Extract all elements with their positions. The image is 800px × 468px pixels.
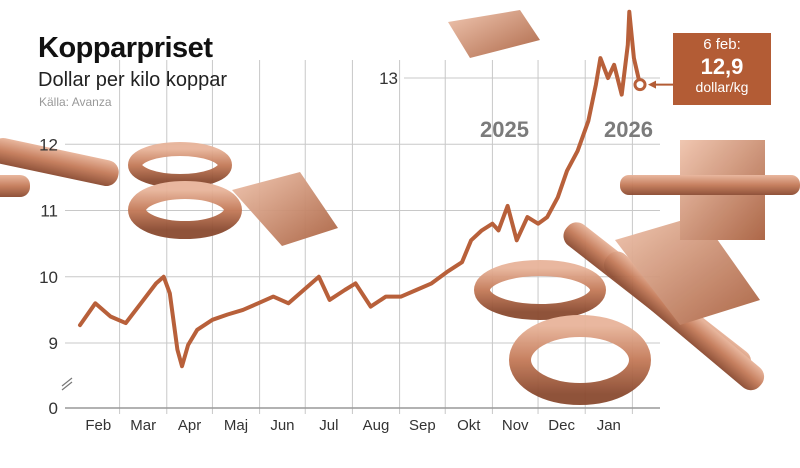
y-tick-label: 11 xyxy=(40,202,58,221)
y-tick-label: 13 xyxy=(379,69,398,88)
x-tick-label: Dec xyxy=(548,417,575,434)
y-tick-label: 9 xyxy=(49,334,58,353)
end-point-marker xyxy=(633,78,647,92)
callout-unit: dollar/kg xyxy=(695,79,749,95)
x-tick-label: Jan xyxy=(597,417,621,434)
x-tick-label: Aug xyxy=(363,417,390,434)
callout-arrow-head xyxy=(648,80,656,89)
value-callout: 6 feb: 12,9 dollar/kg xyxy=(673,33,771,105)
x-tick-label: Okt xyxy=(457,417,481,434)
year-label-2025: 2025 xyxy=(480,117,529,142)
copper-products-photo xyxy=(0,10,800,405)
y-tick-label: 12 xyxy=(39,135,58,154)
x-tick-label: Jul xyxy=(319,417,338,434)
axis-break-icon xyxy=(61,377,73,391)
y-tick-label: 10 xyxy=(39,268,58,287)
x-tick-label: Sep xyxy=(409,417,436,434)
chart-title: Kopparpriset xyxy=(38,32,213,64)
x-tick-label: Maj xyxy=(224,417,248,434)
y-tick-label: 0 xyxy=(49,399,58,418)
series-line xyxy=(78,9,642,369)
source-note: Källa: Avanza xyxy=(39,95,112,109)
x-tick-label: Apr xyxy=(178,417,201,434)
x-tick-label: Feb xyxy=(85,417,111,434)
x-tick-label: Nov xyxy=(502,417,529,434)
axes: 0 9 10 11 12 13 Feb Mar Apr Maj Jun Jul Aug Sep Okt Nov… xyxy=(39,69,660,434)
callout-value: 12,9 xyxy=(700,54,744,79)
x-tick-label: Mar xyxy=(130,417,156,434)
callout-date: 6 feb: xyxy=(703,36,741,53)
x-tick-label: Jun xyxy=(270,417,294,434)
chart-subtitle: Dollar per kilo koppar xyxy=(38,69,227,91)
year-label-2026: 2026 xyxy=(604,117,653,142)
